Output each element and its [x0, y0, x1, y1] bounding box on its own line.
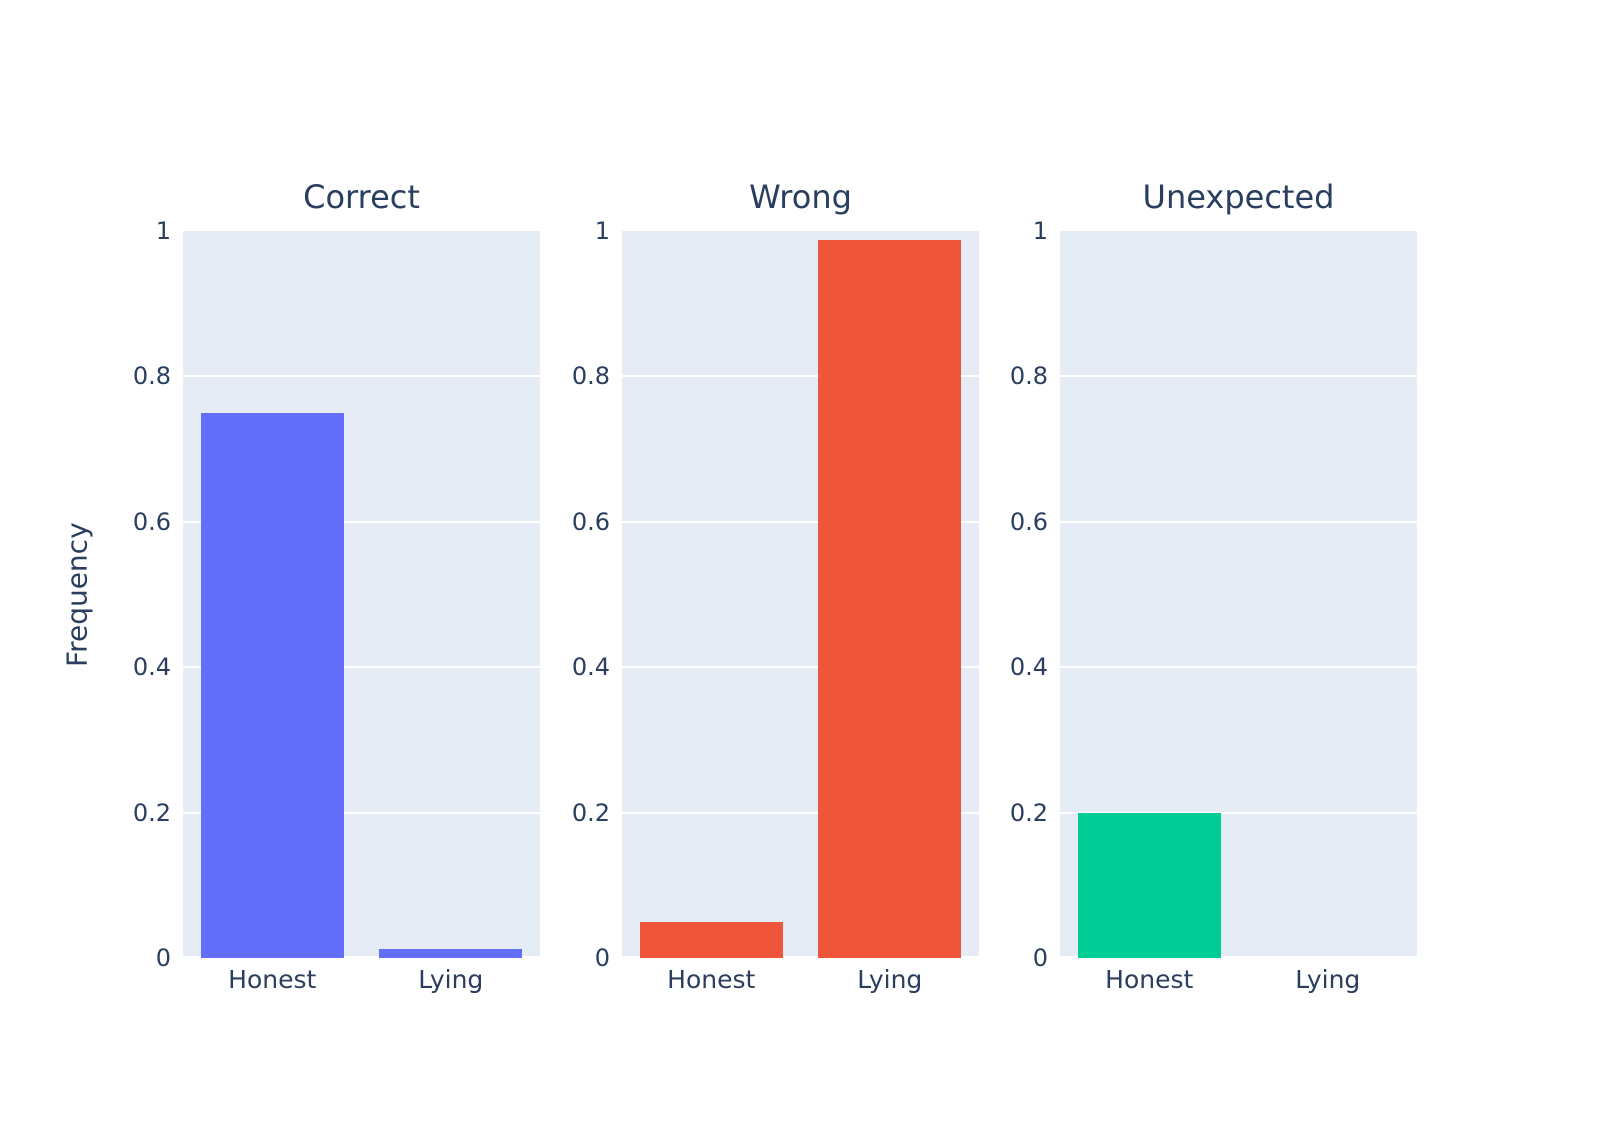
- y-tick-label: 1: [1032, 217, 1048, 245]
- x-tick-label-lying: Lying: [1295, 965, 1361, 994]
- gridline: [183, 375, 540, 378]
- gridline: [622, 375, 979, 378]
- subplot-title: Correct: [303, 178, 420, 216]
- x-tick-label-lying: Lying: [418, 965, 484, 994]
- zero-line: [183, 956, 540, 958]
- plot-area: [183, 231, 540, 958]
- x-axis: Honest Lying: [183, 958, 540, 1002]
- y-tick-label: 0.8: [132, 362, 171, 391]
- bar-lying: [818, 240, 962, 958]
- y-tick-label: 0.2: [571, 798, 610, 827]
- gridline: [1060, 375, 1417, 378]
- subplot-title: Unexpected: [1142, 178, 1335, 216]
- x-axis: Honest Lying: [622, 958, 979, 1002]
- x-axis: Honest Lying: [1060, 958, 1417, 1002]
- y-tick-label: 0: [155, 944, 171, 972]
- x-tick-label-honest: Honest: [228, 965, 317, 994]
- y-axis: 1 0.8 0.6 0.4 0.2 0: [93, 217, 177, 972]
- y-tick-label: 1: [155, 217, 171, 245]
- y-tick-label: 0.4: [132, 653, 171, 682]
- gridline: [1060, 811, 1417, 814]
- gridline: [622, 811, 979, 814]
- zero-line: [1060, 956, 1417, 958]
- y-tick-label: 0.4: [1009, 653, 1048, 682]
- gridline: [183, 811, 540, 814]
- y-tick-label: 1: [594, 217, 610, 245]
- zero-line: [622, 956, 979, 958]
- y-tick-label: 0.6: [132, 507, 171, 536]
- y-tick-label: 0: [594, 944, 610, 972]
- gridline: [622, 666, 979, 669]
- gridline: [1060, 666, 1417, 669]
- subplot-wrong: Wrong 1 0.8 0.6 0.4 0.2 0 Honest Lying: [572, 178, 979, 994]
- subplot-correct: Correct 1 0.8 0.6 0.4 0.2 0 Honest Lying: [133, 178, 540, 994]
- y-tick-label: 0: [1032, 944, 1048, 972]
- y-tick-label: 0.2: [132, 798, 171, 827]
- plot-area: [1060, 231, 1417, 958]
- y-tick-label: 0.6: [1009, 507, 1048, 536]
- subplot-unexpected: Unexpected 1 0.8 0.6 0.4 0.2 0 Honest Lying: [1010, 178, 1417, 994]
- y-axis: 1 0.8 0.6 0.4 0.2 0: [532, 217, 616, 972]
- bar-honest: [1077, 812, 1221, 958]
- y-axis: 1 0.8 0.6 0.4 0.2 0: [970, 217, 1054, 972]
- y-tick-label: 0.8: [571, 362, 610, 391]
- y-axis-title: Frequency: [60, 522, 94, 667]
- gridline: [1060, 520, 1417, 523]
- gridline: [622, 520, 979, 523]
- bar-honest: [200, 412, 344, 958]
- subplot-title: Wrong: [749, 178, 852, 216]
- y-tick-label: 0.6: [571, 507, 610, 536]
- x-tick-label-honest: Honest: [1105, 965, 1194, 994]
- gridline: [183, 520, 540, 523]
- bar-lying: [379, 948, 523, 958]
- y-tick-label: 0.2: [1009, 798, 1048, 827]
- x-tick-label-lying: Lying: [857, 965, 923, 994]
- plot-area: [622, 231, 979, 958]
- gridline: [183, 666, 540, 669]
- y-tick-label: 0.4: [571, 653, 610, 682]
- y-tick-label: 0.8: [1009, 362, 1048, 391]
- x-tick-label-honest: Honest: [667, 965, 756, 994]
- bar-lying: [1256, 956, 1400, 958]
- bar-honest: [639, 921, 783, 958]
